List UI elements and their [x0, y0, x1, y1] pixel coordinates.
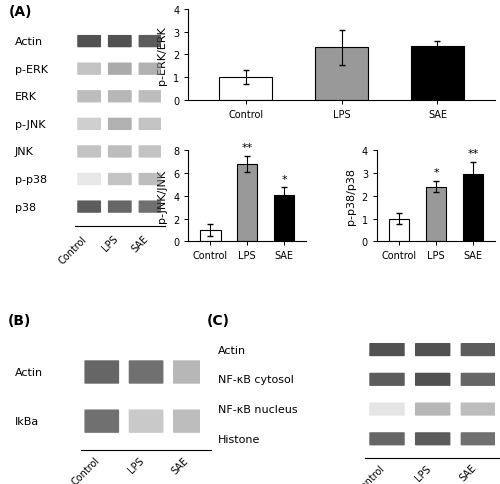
Text: LPS: LPS — [126, 454, 146, 474]
FancyBboxPatch shape — [460, 432, 496, 445]
FancyBboxPatch shape — [415, 373, 450, 386]
Bar — [426, 187, 446, 242]
Text: LPS: LPS — [100, 234, 120, 253]
Text: p-JNK: p-JNK — [15, 120, 46, 130]
FancyBboxPatch shape — [370, 373, 404, 386]
FancyBboxPatch shape — [128, 409, 164, 433]
FancyBboxPatch shape — [77, 119, 101, 131]
FancyBboxPatch shape — [77, 63, 101, 76]
FancyBboxPatch shape — [108, 173, 132, 186]
Text: p-p38: p-p38 — [15, 175, 47, 184]
Bar — [200, 230, 220, 242]
Text: IkBa: IkBa — [15, 416, 39, 426]
FancyBboxPatch shape — [173, 361, 208, 384]
Text: NF-κB cytosol: NF-κB cytosol — [218, 375, 294, 384]
FancyBboxPatch shape — [108, 91, 132, 103]
Text: **: ** — [468, 149, 478, 159]
FancyBboxPatch shape — [460, 403, 496, 416]
FancyBboxPatch shape — [415, 432, 450, 445]
Text: NF-κB nucleus: NF-κB nucleus — [218, 404, 298, 414]
FancyBboxPatch shape — [108, 119, 132, 131]
FancyBboxPatch shape — [77, 91, 101, 103]
FancyBboxPatch shape — [77, 173, 101, 186]
FancyBboxPatch shape — [370, 403, 404, 416]
FancyBboxPatch shape — [77, 146, 101, 158]
FancyBboxPatch shape — [108, 146, 132, 158]
Text: (B): (B) — [8, 313, 31, 327]
Text: LPS: LPS — [413, 462, 432, 482]
Y-axis label: p-JNK/JNK: p-JNK/JNK — [158, 170, 168, 223]
Text: Actin: Actin — [15, 37, 43, 47]
FancyBboxPatch shape — [138, 36, 162, 48]
FancyBboxPatch shape — [84, 409, 119, 433]
FancyBboxPatch shape — [77, 201, 101, 213]
Text: ERK: ERK — [15, 92, 37, 102]
Text: Histone: Histone — [218, 434, 260, 444]
Text: **: ** — [242, 143, 253, 153]
Y-axis label: p-p38/p38: p-p38/p38 — [346, 168, 356, 225]
Text: *: * — [282, 174, 287, 184]
FancyBboxPatch shape — [173, 409, 208, 433]
FancyBboxPatch shape — [108, 36, 132, 48]
FancyBboxPatch shape — [138, 146, 162, 158]
Text: (A): (A) — [9, 5, 32, 19]
Y-axis label: p-ERK/ERK: p-ERK/ERK — [158, 26, 168, 85]
Bar — [411, 47, 464, 101]
FancyBboxPatch shape — [108, 63, 132, 76]
FancyBboxPatch shape — [128, 361, 164, 384]
Text: Control: Control — [355, 462, 387, 484]
Text: SAE: SAE — [458, 462, 478, 483]
Text: (C): (C) — [207, 313, 230, 327]
FancyBboxPatch shape — [84, 361, 119, 384]
FancyBboxPatch shape — [138, 119, 162, 131]
Text: SAE: SAE — [170, 454, 190, 475]
Bar — [389, 219, 409, 242]
FancyBboxPatch shape — [138, 63, 162, 76]
Bar — [220, 78, 272, 101]
FancyBboxPatch shape — [138, 173, 162, 186]
FancyBboxPatch shape — [370, 432, 404, 445]
Text: Control: Control — [57, 234, 89, 266]
FancyBboxPatch shape — [77, 36, 101, 48]
FancyBboxPatch shape — [460, 373, 496, 386]
FancyBboxPatch shape — [138, 201, 162, 213]
Text: Actin: Actin — [15, 367, 43, 377]
Text: JNK: JNK — [15, 147, 34, 157]
FancyBboxPatch shape — [415, 403, 450, 416]
Bar — [316, 48, 368, 101]
Bar — [462, 175, 483, 242]
Bar — [237, 165, 258, 242]
FancyBboxPatch shape — [370, 343, 404, 356]
FancyBboxPatch shape — [108, 201, 132, 213]
Text: p-ERK: p-ERK — [15, 64, 48, 75]
FancyBboxPatch shape — [138, 91, 162, 103]
FancyBboxPatch shape — [460, 343, 496, 356]
Text: Control: Control — [70, 454, 102, 484]
Bar — [274, 195, 294, 242]
Text: SAE: SAE — [130, 234, 150, 254]
Text: *: * — [433, 168, 439, 178]
Text: Actin: Actin — [218, 345, 246, 355]
FancyBboxPatch shape — [415, 343, 450, 356]
Text: p38: p38 — [15, 202, 36, 212]
